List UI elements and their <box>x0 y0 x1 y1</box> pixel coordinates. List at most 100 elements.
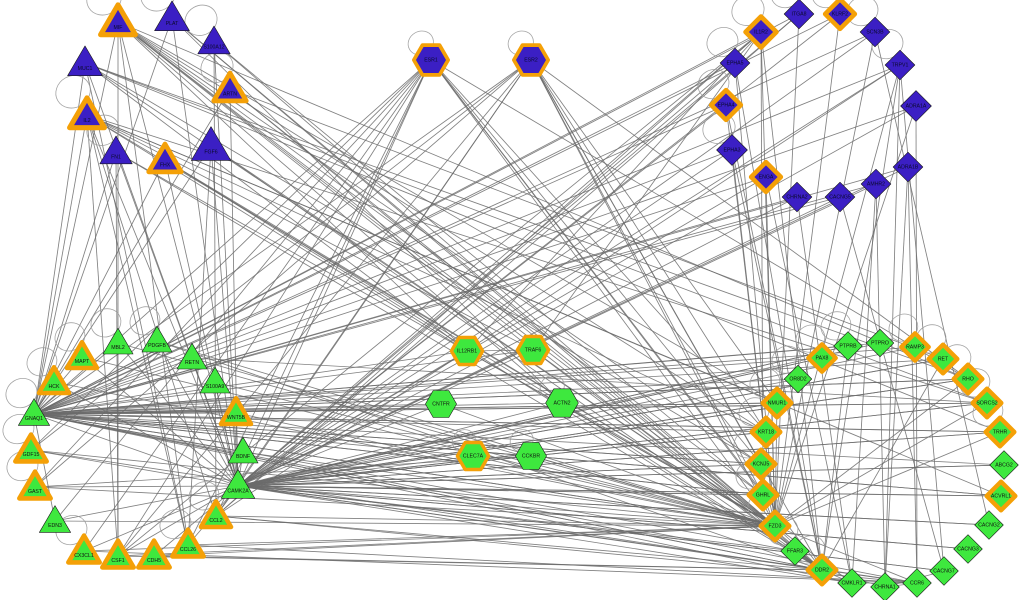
diamond-node-shape[interactable] <box>805 553 839 587</box>
diamond-node-shape[interactable] <box>865 328 895 358</box>
graph-node[interactable]: FHX <box>146 141 184 175</box>
graph-node[interactable]: CACNG2 <box>974 510 1004 540</box>
graph-node[interactable]: PLAT <box>154 0 190 31</box>
hexagon-node-shape[interactable] <box>425 390 457 418</box>
diamond-node-shape[interactable] <box>989 450 1019 480</box>
graph-node[interactable]: CACNG5 <box>824 181 856 213</box>
triangle-node-shape[interactable] <box>67 95 107 131</box>
graph-node[interactable]: MIF <box>98 2 138 38</box>
graph-node[interactable]: MBL2 <box>102 327 134 355</box>
diamond-node-shape[interactable] <box>783 364 813 394</box>
graph-node[interactable]: ESR2 <box>511 43 551 77</box>
graph-node[interactable]: TRAF6 <box>515 334 551 366</box>
hexagon-node-shape[interactable] <box>411 43 451 77</box>
triangle-node-shape[interactable] <box>198 498 234 530</box>
graph-node[interactable]: IL1R2 <box>743 14 779 50</box>
diamond-node-shape[interactable] <box>743 14 779 50</box>
graph-node[interactable]: CACNG7 <box>929 556 959 586</box>
diamond-node-shape[interactable] <box>760 386 794 420</box>
hexagon-node-shape[interactable] <box>449 335 485 367</box>
graph-node[interactable]: S100A12 <box>197 25 231 55</box>
diamond-node-shape[interactable] <box>899 331 931 363</box>
hexagon-node-shape[interactable] <box>515 442 547 470</box>
triangle-node-shape[interactable] <box>66 533 102 565</box>
graph-node[interactable]: NMUR1 <box>760 386 794 420</box>
triangle-node-shape[interactable] <box>102 327 134 355</box>
graph-node[interactable]: ESR1 <box>411 43 451 77</box>
graph-node[interactable]: KCNJ5 <box>744 447 778 481</box>
diamond-node-shape[interactable] <box>900 90 932 122</box>
diamond-node-shape[interactable] <box>902 568 932 598</box>
diamond-node-shape[interactable] <box>748 159 784 195</box>
diamond-node-shape[interactable] <box>983 415 1017 449</box>
triangle-node-shape[interactable] <box>220 469 256 499</box>
hexagon-node-shape[interactable] <box>515 334 551 366</box>
graph-node[interactable]: CCKBR <box>515 442 547 470</box>
diamond-node-shape[interactable] <box>719 47 751 79</box>
triangle-node-shape[interactable] <box>227 436 259 464</box>
triangle-node-shape[interactable] <box>136 538 172 570</box>
graph-node[interactable]: ADRA1A <box>900 90 932 122</box>
triangle-node-shape[interactable] <box>13 432 49 464</box>
triangle-node-shape[interactable] <box>211 70 249 104</box>
triangle-node-shape[interactable] <box>98 2 138 38</box>
graph-node[interactable]: ACVRL1 <box>984 479 1018 513</box>
diamond-node-shape[interactable] <box>970 386 1004 420</box>
graph-node[interactable]: CHRNA2 <box>781 181 813 213</box>
triangle-node-shape[interactable] <box>100 538 136 570</box>
graph-node[interactable]: PDGFB <box>141 325 173 353</box>
graph-node[interactable]: MUC1 <box>67 45 103 76</box>
diamond-node-shape[interactable] <box>783 0 815 30</box>
graph-node[interactable]: SORCS2 <box>970 386 1004 420</box>
diamond-node-shape[interactable] <box>837 568 867 598</box>
diamond-node-shape[interactable] <box>974 510 1004 540</box>
triangle-node-shape[interactable] <box>190 126 232 161</box>
diamond-node-shape[interactable] <box>929 556 959 586</box>
graph-node[interactable]: CACNG3 <box>953 534 983 564</box>
diamond-node-shape[interactable] <box>744 447 778 481</box>
diamond-node-shape[interactable] <box>708 87 744 123</box>
graph-node[interactable]: CSF1 <box>100 538 136 570</box>
diamond-node-shape[interactable] <box>806 342 838 374</box>
triangle-node-shape[interactable] <box>199 366 231 394</box>
diamond-node-shape[interactable] <box>951 362 985 396</box>
triangle-node-shape[interactable] <box>218 395 254 427</box>
graph-node[interactable]: MAPT <box>64 339 100 371</box>
graph-node[interactable]: CX3CL1 <box>66 533 102 565</box>
graph-node[interactable]: TRPV1 <box>884 49 916 81</box>
hexagon-node-shape[interactable] <box>511 43 551 77</box>
graph-node[interactable]: ABCG2 <box>989 450 1019 480</box>
triangle-node-shape[interactable] <box>64 339 100 371</box>
diamond-node-shape[interactable] <box>833 331 863 361</box>
diamond-node-shape[interactable] <box>884 49 916 81</box>
diamond-node-shape[interactable] <box>822 0 858 32</box>
diamond-node-shape[interactable] <box>716 134 748 166</box>
diamond-node-shape[interactable] <box>859 16 891 48</box>
graph-node[interactable]: ITGA8 <box>783 0 815 30</box>
graph-node[interactable]: IL12RB1 <box>449 335 485 367</box>
graph-node[interactable]: CCR6 <box>902 568 932 598</box>
graph-node[interactable]: EPHA3 <box>716 134 748 166</box>
triangle-node-shape[interactable] <box>18 398 50 426</box>
triangle-node-shape[interactable] <box>99 135 133 165</box>
triangle-node-shape[interactable] <box>154 0 190 31</box>
triangle-node-shape[interactable] <box>176 342 208 370</box>
triangle-node-shape[interactable] <box>67 45 103 76</box>
triangle-node-shape[interactable] <box>17 469 53 501</box>
hexagon-node-shape[interactable] <box>455 440 491 472</box>
triangle-node-shape[interactable] <box>36 364 72 396</box>
graph-node[interactable]: CLEC7A <box>455 440 491 472</box>
diamond-node-shape[interactable] <box>892 151 924 183</box>
triangle-node-shape[interactable] <box>39 505 71 533</box>
diamond-node-shape[interactable] <box>824 181 856 213</box>
graph-node[interactable]: SCN3B <box>859 16 891 48</box>
graph-node[interactable]: KLRF2 <box>822 0 858 32</box>
hexagon-node-shape[interactable] <box>545 388 579 418</box>
triangle-node-shape[interactable] <box>141 325 173 353</box>
diamond-node-shape[interactable] <box>781 181 813 213</box>
graph-node[interactable]: GDF15 <box>13 432 49 464</box>
diamond-node-shape[interactable] <box>860 168 892 200</box>
graph-node[interactable]: TRHR <box>983 415 1017 449</box>
diamond-node-shape[interactable] <box>953 534 983 564</box>
